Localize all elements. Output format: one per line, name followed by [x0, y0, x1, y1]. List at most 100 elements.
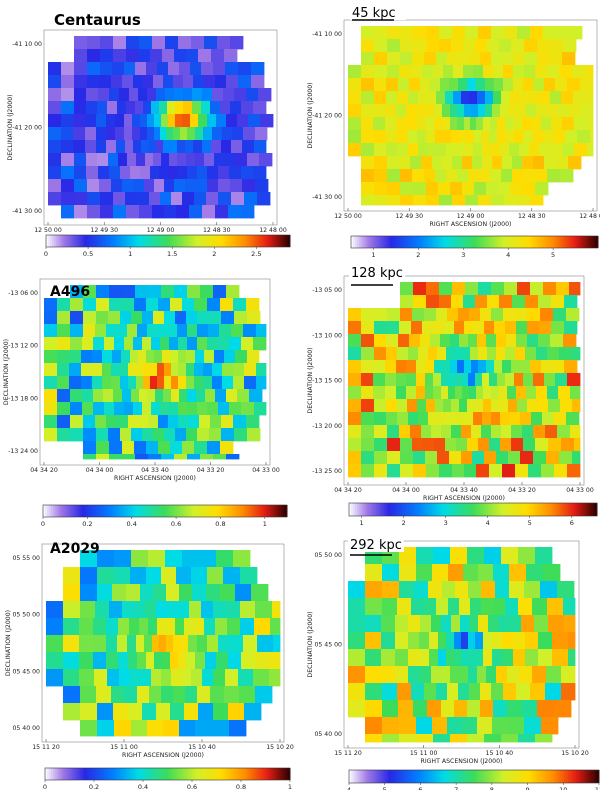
colorbar-segment: [155, 768, 158, 780]
colorbar-segment: [499, 236, 502, 248]
map-pixel: [135, 62, 147, 76]
map-pixel: [207, 402, 219, 416]
colorbar-segment: [390, 236, 393, 248]
map-pixel: [397, 130, 408, 144]
colorbar-segment: [367, 236, 371, 248]
colorbar-segment: [571, 236, 574, 248]
map-pixel: [202, 140, 212, 154]
map-pixel: [514, 373, 524, 387]
colorbar-tick-label: 1: [360, 519, 364, 527]
colorbar-segment: [561, 503, 565, 516]
map-pixel: [348, 683, 366, 701]
map-pixel: [381, 615, 396, 633]
colorbar-segment: [426, 770, 429, 783]
map-pixel: [158, 415, 169, 429]
colorbar-segment: [567, 770, 571, 783]
map-pixel: [450, 117, 458, 131]
map-pixel: [253, 101, 267, 115]
map-pixel: [374, 78, 387, 92]
map-pixel: [361, 360, 374, 374]
map-pixel: [108, 428, 121, 442]
map-pixel: [192, 88, 203, 102]
colorbar-segment: [281, 235, 285, 247]
colorbar-segment: [351, 236, 354, 248]
map-pixel: [522, 425, 534, 439]
x-tick-label: 12 48 30: [203, 227, 231, 234]
colorbar-segment: [265, 235, 269, 247]
map-pixel: [152, 205, 165, 219]
colorbar-segment: [169, 505, 172, 517]
map-pixel: [96, 298, 110, 312]
colorbar-segment: [175, 768, 179, 780]
map-pixel: [427, 700, 442, 718]
map-pixel: [185, 140, 194, 154]
map-pixel: [92, 363, 103, 377]
colorbar-segment: [511, 236, 515, 248]
map-pixel: [413, 195, 427, 206]
map-pixel: [454, 649, 462, 667]
map-pixel: [113, 703, 129, 721]
colorbar-segment: [110, 505, 113, 517]
map-pixel: [57, 337, 71, 351]
colorbar-segment: [419, 503, 422, 516]
map-pixel: [503, 308, 516, 322]
map-pixel: [455, 386, 463, 400]
map-pixel: [164, 363, 172, 377]
colorbar-segment: [47, 768, 50, 780]
map-pixel: [161, 669, 172, 687]
panel-centaurus: 12 50 00 12 49 30 12 49 00 12 48 30 12 48 00…: [7, 11, 291, 258]
map-pixel: [147, 720, 164, 737]
map-pixel: [61, 75, 75, 89]
map-pixel: [139, 618, 149, 636]
colorbar-segment: [574, 503, 577, 516]
map-pixel: [179, 62, 191, 76]
map-pixel: [83, 415, 96, 429]
map-pixel: [408, 91, 419, 105]
map-pixel: [96, 127, 107, 141]
map-pixel: [83, 454, 97, 460]
map-pixel: [381, 649, 396, 667]
map-pixel: [464, 464, 477, 478]
map-pixel: [361, 195, 375, 206]
map-pixel: [96, 454, 110, 460]
map-pixel: [525, 295, 539, 309]
colorbar-segment: [513, 236, 517, 248]
map-pixel: [446, 143, 456, 157]
colorbar-segment: [161, 235, 165, 247]
map-pixel: [567, 373, 581, 387]
map-pixel: [461, 91, 470, 105]
colorbar-segment: [263, 235, 267, 247]
map-pixel: [115, 127, 125, 141]
map-pixel: [548, 438, 562, 452]
map-pixel: [447, 683, 459, 701]
map-pixel: [156, 88, 166, 102]
colorbar-segment: [550, 236, 554, 248]
colorbar-segment: [548, 236, 552, 248]
map-pixel: [214, 350, 225, 364]
y-axis-label: DECLINATION (J2000): [3, 339, 10, 405]
map-pixel: [201, 101, 211, 115]
map-pixel: [406, 386, 417, 400]
colorbar-segment: [124, 505, 127, 517]
colorbar-segment: [254, 505, 257, 517]
map-pixel: [235, 153, 248, 167]
colorbar-segment: [179, 505, 182, 517]
map-pixel: [150, 49, 163, 63]
colorbar-segment: [563, 236, 566, 248]
map-pixel: [213, 454, 227, 460]
colorbar-segment: [425, 503, 429, 516]
map-pixel: [484, 734, 502, 743]
colorbar-segment: [253, 235, 256, 247]
map-pixel: [467, 438, 479, 452]
colorbar-segment: [77, 768, 81, 780]
colorbar-segment: [168, 235, 171, 247]
colorbar-segment: [201, 505, 205, 517]
colorbar-segment: [167, 768, 171, 780]
map-pixel: [183, 101, 193, 115]
map-pixel: [373, 117, 386, 131]
map-pixel: [70, 285, 84, 299]
map-pixel: [231, 192, 245, 206]
colorbar-segment: [542, 770, 546, 783]
map-pixel: [269, 669, 281, 687]
map-pixel: [157, 376, 165, 390]
